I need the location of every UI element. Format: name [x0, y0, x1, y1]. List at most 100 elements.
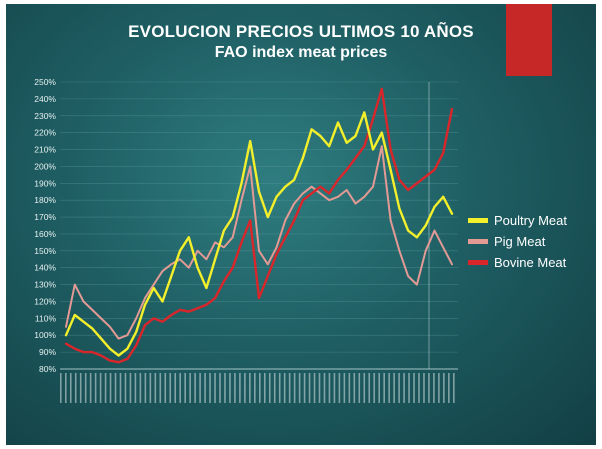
x-tick-label-blur — [144, 373, 147, 403]
legend-label-bovine: Bovine Meat — [494, 255, 567, 270]
title-line-2: FAO index meat prices — [214, 44, 388, 61]
x-tick-label-blur — [383, 373, 385, 403]
y-tick-label: 110% — [35, 313, 57, 323]
x-tick-label-blur — [254, 373, 256, 403]
x-tick-label-blur — [393, 373, 395, 403]
x-tick-label-blur — [139, 373, 142, 403]
legend-item-bovine: Bovine Meat — [468, 252, 567, 273]
x-tick-label-blur — [159, 373, 162, 403]
y-tick-label: 150% — [34, 246, 56, 256]
x-tick-label-blur — [268, 373, 271, 403]
accent-tab — [506, 4, 552, 76]
x-tick-label-blur — [293, 373, 296, 403]
x-tick-label-blur — [308, 373, 311, 403]
x-tick-label-blur — [378, 373, 380, 403]
x-tick-label-blur — [323, 373, 326, 403]
x-tick-label-blur — [149, 373, 152, 403]
x-tick-label-blur — [448, 373, 450, 403]
x-tick-label-blur — [443, 373, 445, 403]
x-tick-label-blur — [423, 373, 425, 403]
x-tick-label-blur — [199, 373, 201, 403]
x-tick-label-blur — [194, 373, 196, 403]
series-line-bovine — [64, 87, 454, 364]
x-tick-label-blur — [129, 373, 132, 403]
x-tick-label-blur — [388, 373, 390, 403]
x-tick-label-blur — [60, 373, 62, 403]
legend-swatch-bovine — [468, 260, 488, 265]
legend-label-pig: Pig Meat — [494, 234, 546, 249]
y-tick-label: 120% — [34, 296, 56, 306]
x-tick-label-blur — [184, 373, 186, 403]
y-tick-label: 210% — [34, 145, 56, 155]
x-tick-label-blur — [353, 373, 356, 403]
x-tick-label-blur — [99, 373, 102, 403]
x-tick-label-blur — [204, 373, 206, 403]
y-tick-label: 180% — [34, 195, 56, 205]
x-tick-label-blur — [318, 373, 321, 403]
y-tick-label: 140% — [34, 263, 56, 273]
y-tick-label: 160% — [34, 229, 56, 239]
x-tick-label-blur — [273, 373, 276, 403]
x-tick-label-blur — [368, 373, 371, 403]
y-tick-label: 220% — [34, 128, 56, 138]
chart-title: EVOLUCION PRECIOS ULTIMOS 10 AÑOS FAO in… — [6, 22, 596, 62]
y-tick-label: 100% — [34, 330, 56, 340]
x-tick-label-blur — [438, 373, 440, 403]
x-tick-label-blur — [109, 373, 112, 403]
x-tick-label-blur — [164, 373, 167, 403]
x-tick-label-blur — [263, 373, 266, 403]
x-tick-label-blur — [179, 373, 181, 403]
y-tick-label: 130% — [34, 280, 56, 290]
x-tick-label-blur — [428, 373, 430, 403]
x-tick-label-blur — [244, 373, 246, 403]
y-tick-label: 170% — [34, 212, 56, 222]
x-tick-label-blur — [408, 373, 410, 403]
y-tick-label: 80% — [39, 364, 56, 374]
x-tick-label-blur — [453, 373, 455, 403]
x-tick-label-blur — [234, 373, 236, 403]
x-tick-label-blur — [214, 373, 216, 403]
x-tick-label-blur — [333, 373, 336, 403]
x-tick-label-blur — [154, 373, 157, 403]
legend-label-poultry: Poultry Meat — [494, 213, 567, 228]
series-line-poultry — [64, 111, 454, 357]
x-tick-label-blur — [64, 373, 67, 403]
x-tick-label-blur — [169, 373, 172, 403]
x-tick-label-blur — [343, 373, 346, 403]
y-tick-label: 90% — [39, 347, 56, 357]
legend-item-poultry: Poultry Meat — [468, 210, 567, 231]
x-tick-label-blur — [259, 373, 261, 403]
x-tick-label-blur — [328, 373, 331, 403]
y-tick-label: 250% — [34, 77, 56, 87]
x-tick-label-blur — [283, 373, 286, 403]
y-tick-label: 230% — [34, 111, 56, 121]
line-chart: 80% 90% 100% 110% 120% 130% 140% 150% 160% 170% 18… — [34, 77, 458, 403]
x-tick-label-blur — [249, 373, 251, 403]
x-tick-label-blur — [94, 373, 97, 403]
x-tick-label-blur — [338, 373, 341, 403]
x-tick-label-blur — [278, 373, 281, 403]
x-tick-label-blur — [398, 373, 400, 403]
legend-item-pig: Pig Meat — [468, 231, 567, 252]
y-tick-label: 200% — [34, 161, 56, 171]
x-tick-label-blur — [358, 373, 361, 403]
x-tick-label-blur — [403, 373, 405, 403]
x-tick-label-blur — [89, 373, 92, 403]
x-tick-label-blur — [239, 373, 241, 403]
y-tick-label: 240% — [34, 94, 56, 104]
x-tick-label-blur — [298, 373, 301, 403]
x-tick-label-blur — [413, 373, 415, 403]
x-tick-label-blur — [363, 373, 366, 403]
x-tick-label-blur — [433, 373, 435, 403]
x-tick-label-blur — [174, 373, 177, 403]
x-tick-label-blur — [134, 373, 137, 403]
x-tick-label-blur — [348, 373, 351, 403]
x-tick-label-blur — [119, 373, 122, 403]
x-tick-label-blur — [124, 373, 127, 403]
x-tick-label-blur — [224, 373, 226, 403]
legend-swatch-poultry — [468, 218, 488, 223]
x-tick-label-blur — [79, 373, 82, 403]
x-tick-label-blur — [69, 373, 72, 403]
slide: EVOLUCION PRECIOS ULTIMOS 10 AÑOS FAO in… — [6, 4, 596, 445]
legend: Poultry Meat Pig Meat Bovine Meat — [468, 210, 567, 273]
